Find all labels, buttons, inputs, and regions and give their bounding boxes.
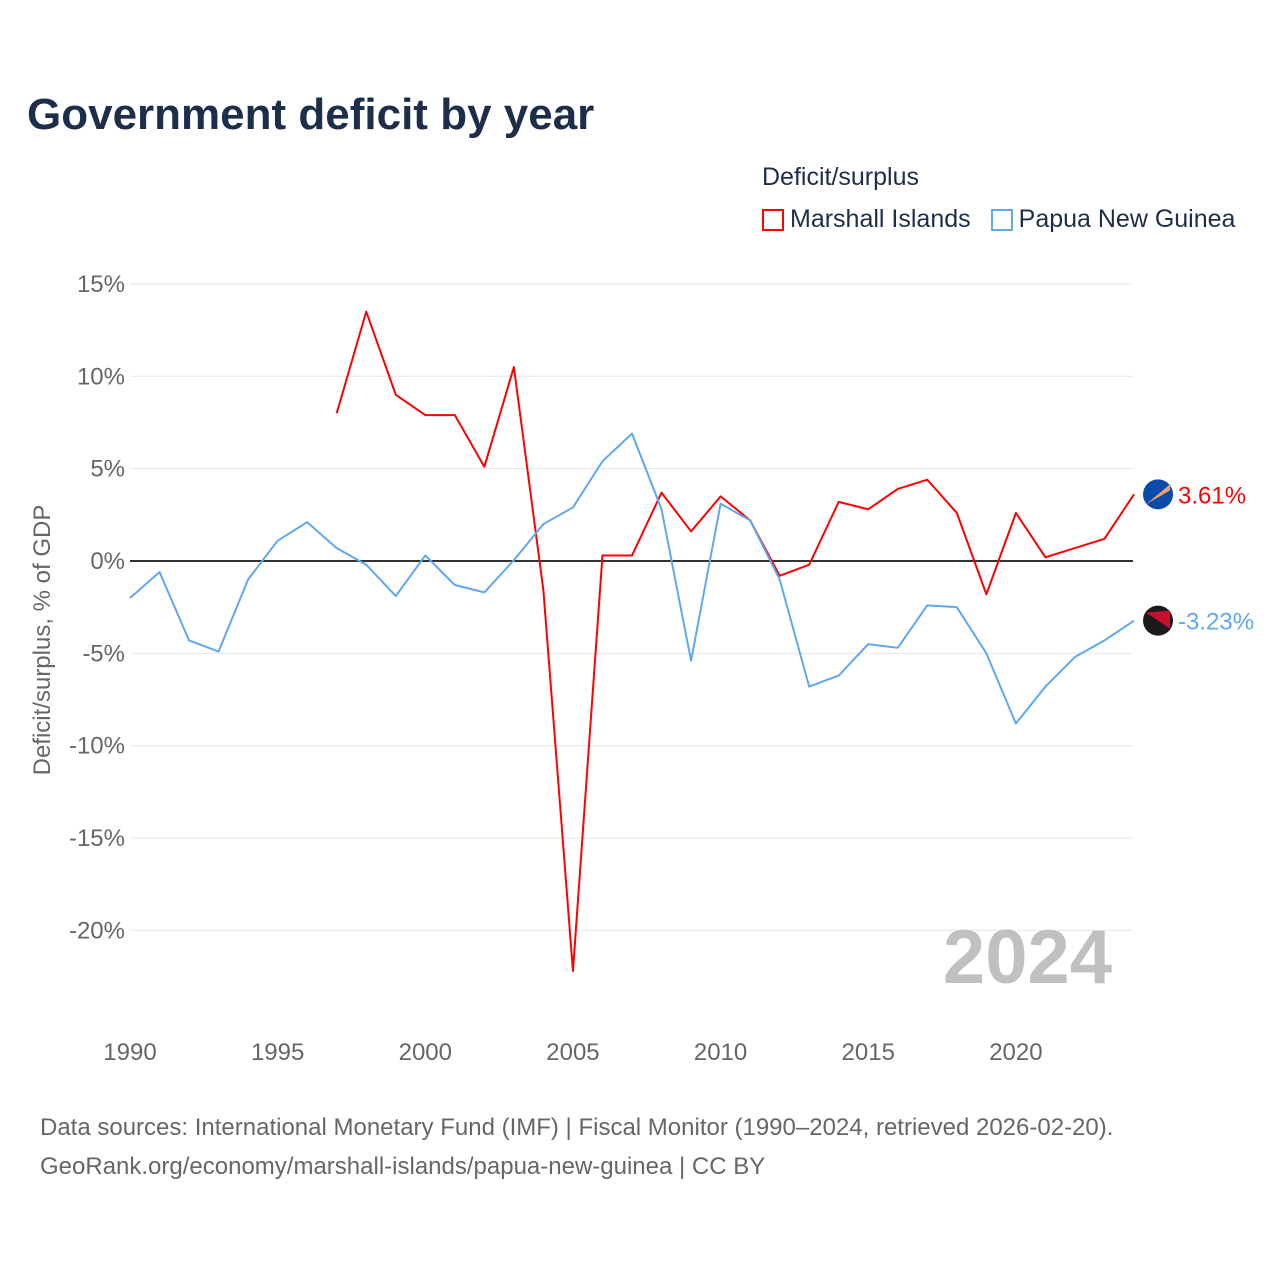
- y-tick-label: 5%: [90, 456, 125, 483]
- x-tick-label: 2000: [399, 1039, 452, 1066]
- y-tick-label: -20%: [69, 917, 125, 944]
- x-tick-label: 1995: [251, 1039, 304, 1066]
- y-tick-label: -5%: [82, 640, 125, 667]
- series-line-papua-new-guinea: [129, 432, 1135, 725]
- y-tick-label: 15%: [77, 271, 125, 298]
- y-tick-label: 0%: [90, 548, 125, 575]
- end-value-label: -3.23%: [1178, 609, 1254, 636]
- chart-title: Government deficit by year: [27, 90, 595, 139]
- legend: Marshall Islands Papua New Guinea: [762, 205, 1235, 234]
- x-tick-label: 1990: [103, 1039, 156, 1066]
- legend-item-marshall-islands[interactable]: Marshall Islands: [762, 205, 971, 234]
- legend-swatch: [990, 208, 1013, 231]
- end-value-label: 3.61%: [1178, 482, 1246, 509]
- source-line-1: Data sources: International Monetary Fun…: [40, 1114, 1114, 1141]
- flag-stripe: [1146, 484, 1171, 505]
- flag-half: [1146, 610, 1171, 629]
- source-line-2[interactable]: GeoRank.org/economy/marshall-islands/pap…: [40, 1153, 766, 1180]
- legend-item-papua-new-guinea[interactable]: Papua New Guinea: [990, 205, 1236, 234]
- y-tick-label: -10%: [69, 733, 125, 760]
- legend-label: Marshall Islands: [790, 205, 971, 233]
- year-watermark: 2024: [943, 915, 1112, 1000]
- series-line-marshall-islands: [335, 310, 1135, 973]
- x-tick-label: 2005: [546, 1039, 599, 1066]
- legend-title: Deficit/surplus: [762, 163, 919, 191]
- source-note: Data sources: International Monetary Fun…: [40, 1108, 1113, 1186]
- x-tick-label: 2020: [989, 1039, 1042, 1066]
- x-tick-label: 2015: [842, 1039, 895, 1066]
- x-tick-label: 2010: [694, 1039, 747, 1066]
- legend-swatch: [762, 208, 784, 231]
- y-axis-label: Deficit/surplus, % of GDP: [29, 505, 56, 776]
- y-tick-label: -15%: [69, 825, 125, 852]
- y-tick-label: 10%: [77, 363, 125, 390]
- legend-label: Papua New Guinea: [1018, 205, 1236, 233]
